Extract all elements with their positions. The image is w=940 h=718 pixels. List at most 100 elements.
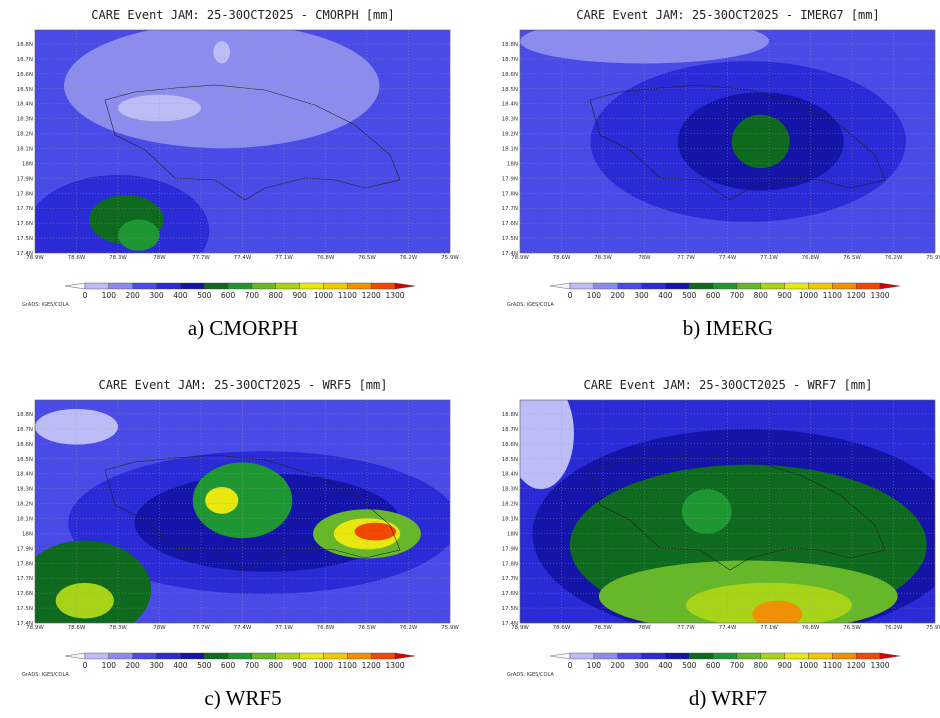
x-tick-label: 76.2W <box>885 255 903 261</box>
y-tick-label: 18N <box>507 531 518 537</box>
x-tick-label: 78W <box>638 255 651 261</box>
y-tick-label: 17.6N <box>502 591 518 597</box>
coastline <box>589 84 886 201</box>
colorbar-label: 300 <box>634 291 649 300</box>
colorbar-label: 900 <box>777 661 792 670</box>
y-tick-label: 18.5N <box>502 457 518 463</box>
x-tick-label: 77.4W <box>719 255 737 261</box>
panel-title: CARE Event JAM: 25-30OCT2025 - IMERG7 [m… <box>576 8 879 22</box>
y-tick-label: 17.5N <box>502 606 518 612</box>
colorbar-cell <box>855 652 881 660</box>
caption: a) CMORPH <box>188 316 298 340</box>
colorbar-label: 1100 <box>338 661 357 670</box>
colorbar-arrow <box>64 282 86 290</box>
colorbar-cell <box>84 282 110 290</box>
colorbar-label: 500 <box>682 291 697 300</box>
colorbar-label: 300 <box>149 661 164 670</box>
colorbar-label: 600 <box>221 661 236 670</box>
y-tick-label: 17.8N <box>17 561 33 567</box>
y-tick-label: 18.5N <box>502 87 518 93</box>
x-tick-label: 78.9W <box>26 625 44 631</box>
colorbar-label: 0 <box>568 291 573 300</box>
panel-title: CARE Event JAM: 25-30OCT2025 - CMORPH [m… <box>91 8 394 22</box>
x-tick-label: 76.8W <box>317 255 335 261</box>
field-contour <box>520 30 769 64</box>
colorbar-cell <box>180 282 205 290</box>
y-tick-label: 18.2N <box>502 502 518 508</box>
y-tick-label: 18.2N <box>17 132 33 138</box>
colorbar-label: 200 <box>126 291 141 300</box>
map-panel: CARE Event JAM: 25-30OCT2025 - WRF5 [mm]… <box>17 378 460 710</box>
y-tick-label: 18N <box>507 161 518 167</box>
colorbar-label: 600 <box>706 661 721 670</box>
colorbar-cell <box>689 652 714 660</box>
colorbar-label: 800 <box>269 291 284 300</box>
colorbar-label: 1100 <box>823 291 842 300</box>
y-tick-label: 17.7N <box>17 206 33 212</box>
colorbar-arrow <box>64 652 86 660</box>
colorbar-label: 400 <box>173 291 188 300</box>
y-tick-label: 18N <box>22 161 33 167</box>
x-tick-label: 76.5W <box>843 255 861 261</box>
colorbar-cell <box>156 282 181 290</box>
x-tick-label: 76.8W <box>317 625 335 631</box>
y-tick-label: 18.7N <box>502 427 518 433</box>
colorbar-cell <box>569 652 595 660</box>
y-tick-label: 18.6N <box>17 442 33 448</box>
y-tick-label: 17.4N <box>17 621 33 627</box>
colorbar-label: 100 <box>102 661 117 670</box>
colorbar-cell <box>569 282 595 290</box>
colorbar-cell <box>275 652 300 660</box>
y-tick-label: 17.9N <box>17 546 33 552</box>
x-tick-label: 77.4W <box>234 255 252 261</box>
colorbar-label: 200 <box>611 661 626 670</box>
colorbar-label: 400 <box>658 661 673 670</box>
colorbar-cell <box>204 282 229 290</box>
x-tick-label: 76.8W <box>802 255 820 261</box>
colorbar-label: 200 <box>611 291 626 300</box>
y-tick-label: 18N <box>22 531 33 537</box>
colorbar-label: 700 <box>730 291 745 300</box>
colorbar-label: 1200 <box>362 291 381 300</box>
x-tick-label: 76.5W <box>358 625 376 631</box>
y-tick-label: 18.6N <box>17 72 33 78</box>
y-tick-label: 18.7N <box>17 57 33 63</box>
colorbar-label: 1000 <box>314 661 333 670</box>
y-tick-label: 18.1N <box>502 147 518 153</box>
colorbar-cell <box>808 282 833 290</box>
coastline <box>104 84 401 201</box>
y-tick-label: 18.6N <box>502 442 518 448</box>
colorbar-cell <box>132 282 157 290</box>
colorbar-label: 1000 <box>799 661 818 670</box>
x-tick-label: 78.3W <box>109 255 127 261</box>
colorbar-cell <box>204 652 229 660</box>
x-tick-label: 76.5W <box>843 625 861 631</box>
colorbar-cell <box>617 652 642 660</box>
colorbar-cell <box>736 282 761 290</box>
colorbar-cell <box>108 282 133 290</box>
x-tick-label: 76.5W <box>358 255 376 261</box>
y-tick-label: 18.2N <box>502 132 518 138</box>
x-tick-label: 75.9W <box>926 625 940 631</box>
colorbar-label: 1300 <box>385 661 404 670</box>
colorbar-cell <box>617 282 642 290</box>
map-panel: CARE Event JAM: 25-30OCT2025 - WRF7 [mm]… <box>502 378 940 710</box>
colorbar-cell <box>132 652 157 660</box>
colorbar-cell <box>855 282 881 290</box>
colorbar-label: 100 <box>102 291 117 300</box>
colorbar-cell <box>641 282 666 290</box>
y-tick-label: 18.2N <box>17 502 33 508</box>
colorbar-label: 900 <box>292 661 307 670</box>
colorbar-label: 700 <box>245 661 260 670</box>
y-tick-label: 18.4N <box>502 472 518 478</box>
y-tick-label: 17.7N <box>17 576 33 582</box>
x-tick-label: 78.6W <box>553 625 571 631</box>
y-tick-label: 17.9N <box>502 546 518 552</box>
field-contour <box>192 462 293 539</box>
y-tick-label: 17.8N <box>502 191 518 197</box>
x-tick-label: 77.1W <box>760 255 778 261</box>
colorbar-label: 700 <box>245 291 260 300</box>
map-field <box>35 30 450 253</box>
y-tick-label: 17.4N <box>502 251 518 257</box>
y-tick-label: 18.5N <box>17 457 33 463</box>
